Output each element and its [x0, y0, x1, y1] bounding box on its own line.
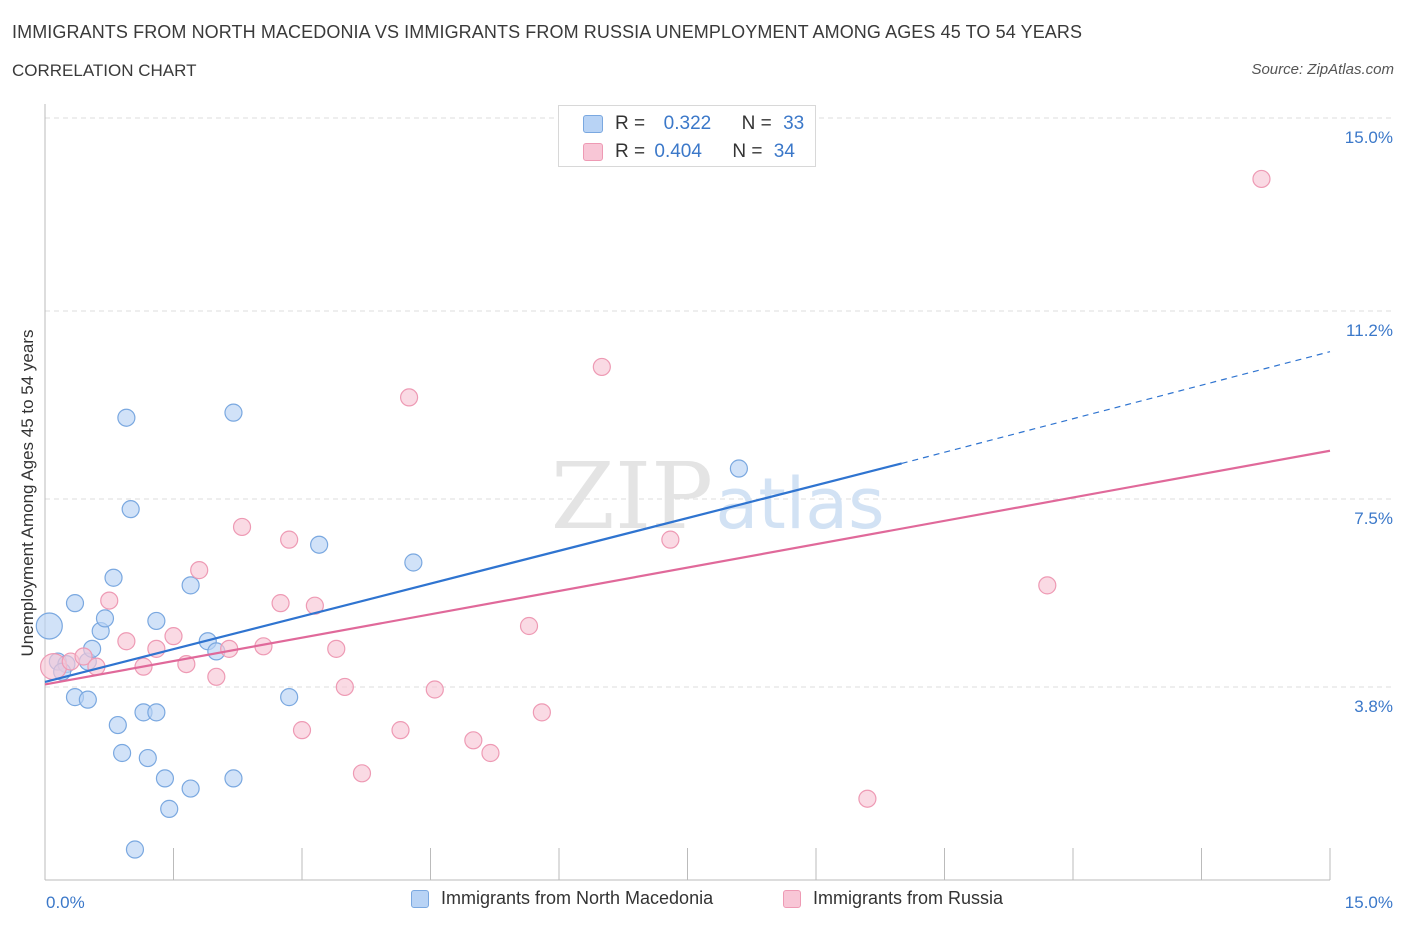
legend-swatch-north-macedonia	[411, 889, 429, 908]
point-russia	[858, 789, 877, 808]
y-axis-label: Unemployment Among Ages 45 to 54 years	[18, 330, 37, 657]
stats-legend-row-2: R = 0.404 N = 34	[583, 140, 795, 164]
n-value: 33	[783, 113, 805, 134]
x-tick-label: 0.0%	[46, 893, 85, 912]
x-tick-label: 15.0%	[1345, 893, 1393, 912]
point-russia	[335, 677, 354, 697]
point-russia	[1252, 169, 1271, 189]
point-north-macedonia	[125, 840, 145, 859]
point-russia	[232, 517, 252, 537]
point-russia	[117, 632, 136, 651]
r-label: R =	[615, 113, 646, 134]
point-north-macedonia	[147, 611, 166, 631]
point-north-macedonia	[404, 553, 423, 572]
y-tick-label: 15.0%	[1345, 128, 1393, 147]
data-points	[35, 169, 1271, 859]
point-russia	[425, 680, 444, 699]
trendline-russia	[44, 449, 1331, 686]
point-russia	[1038, 576, 1057, 595]
gridlines	[45, 117, 1395, 688]
legend-item-russia[interactable]: Immigrants from Russia	[783, 888, 1003, 909]
legend-label-russia: Immigrants from Russia	[813, 888, 1004, 908]
legend-label-north-macedonia: Immigrants from North Macedonia	[441, 888, 714, 908]
point-north-macedonia	[147, 703, 166, 722]
point-north-macedonia	[95, 609, 115, 628]
point-russia	[164, 627, 183, 646]
stats-legend: R = 0.322 N = 33 R = 0.404 N = 34	[558, 105, 816, 167]
point-north-macedonia	[121, 500, 140, 519]
point-russia	[532, 703, 551, 722]
point-north-macedonia	[78, 690, 97, 709]
point-russia	[74, 647, 93, 666]
point-russia	[190, 561, 209, 580]
point-north-macedonia	[138, 748, 157, 768]
point-russia	[592, 357, 611, 377]
legend-item-north-macedonia[interactable]: Immigrants from North Macedonia	[411, 888, 713, 909]
point-north-macedonia	[35, 612, 63, 640]
point-north-macedonia	[181, 576, 200, 595]
trend-lines	[44, 351, 1331, 686]
r-label: R =	[615, 141, 646, 162]
point-north-macedonia	[117, 408, 136, 427]
point-russia	[100, 591, 119, 610]
y-tick-label: 3.8%	[1354, 697, 1393, 716]
point-north-macedonia	[160, 799, 179, 818]
stats-legend-row-1: R = 0.322 N = 33	[583, 112, 804, 136]
point-russia	[661, 530, 680, 549]
point-russia	[207, 667, 226, 686]
chart-subtitle: CORRELATION CHART	[12, 61, 197, 80]
point-russia	[280, 530, 299, 549]
point-north-macedonia	[224, 769, 243, 788]
trendline-north-macedonia	[44, 462, 902, 683]
n-label: N =	[732, 141, 763, 162]
point-north-macedonia	[224, 403, 243, 422]
point-russia	[391, 721, 410, 740]
y-tick-label: 11.2%	[1346, 321, 1393, 340]
y-tick-label: 7.5%	[1354, 509, 1393, 528]
point-russia	[352, 764, 372, 783]
point-russia	[464, 731, 483, 750]
point-north-macedonia	[155, 769, 175, 788]
point-russia	[292, 721, 312, 740]
point-russia	[519, 616, 539, 636]
n-value: 34	[773, 141, 795, 162]
watermark: ZIP atlas	[551, 443, 885, 550]
legend-swatch-russia	[783, 889, 801, 908]
series-legend: Immigrants from North Macedonia Immigran…	[0, 888, 1406, 918]
source-label: Source: ZipAtlas.com	[1251, 61, 1394, 78]
trendline-north-macedonia-extension	[901, 351, 1331, 465]
chart-title: IMMIGRANTS FROM NORTH MACEDONIA VS IMMIG…	[12, 22, 1083, 42]
legend-swatch-russia	[583, 143, 603, 161]
point-north-macedonia	[310, 535, 329, 554]
point-north-macedonia	[280, 688, 299, 707]
axes	[44, 104, 1331, 881]
point-russia	[481, 743, 500, 763]
r-value: 0.404	[654, 141, 702, 162]
point-north-macedonia	[108, 715, 127, 735]
point-russia	[327, 639, 346, 658]
point-north-macedonia	[65, 594, 85, 613]
watermark-zip: ZIP	[551, 443, 713, 550]
point-north-macedonia	[112, 743, 132, 763]
point-north-macedonia	[181, 779, 200, 798]
y-axis-label-group: Unemployment Among Ages 45 to 54 years	[18, 330, 37, 657]
tick-labels: 3.8% 7.5% 11.2% 15.0% 0.0% 15.0%	[46, 128, 1393, 912]
r-value: 0.322	[663, 113, 712, 134]
n-label: N =	[741, 113, 772, 134]
legend-swatch-north-macedonia	[583, 115, 603, 133]
point-russia	[399, 388, 419, 407]
point-russia	[271, 594, 290, 613]
point-north-macedonia	[729, 459, 749, 478]
point-north-macedonia	[104, 568, 123, 587]
